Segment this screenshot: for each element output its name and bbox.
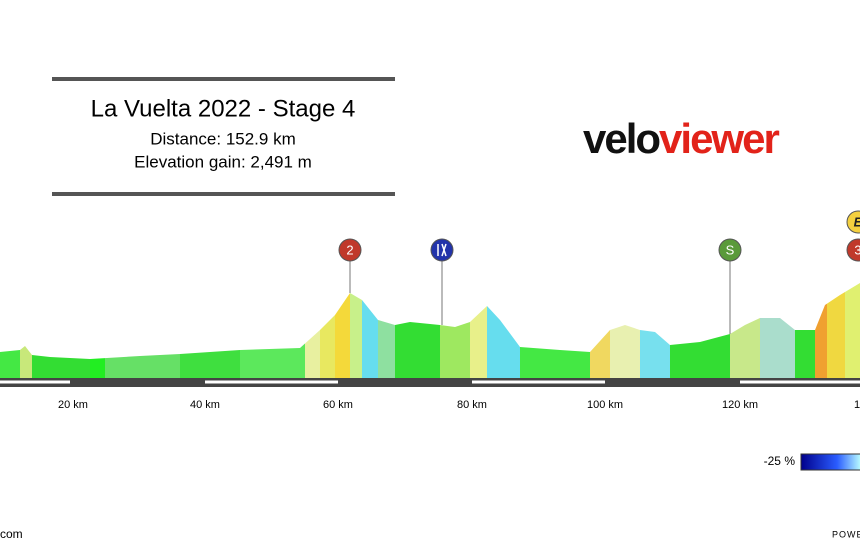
marker: E3: [846, 210, 860, 262]
x-tick-label: 1: [854, 399, 860, 411]
legend-gradient: [800, 453, 860, 471]
x-tick-label: 40 km: [190, 399, 220, 411]
logo-viewer: viewer: [659, 115, 779, 162]
footer-right: POWE: [832, 529, 860, 539]
legend-min: -25 %: [764, 454, 796, 468]
x-tick-label: 100 km: [587, 399, 623, 411]
marker: S: [718, 238, 742, 262]
profile: [0, 283, 860, 378]
marker-label: S: [726, 242, 735, 257]
elevation-gain: Elevation gain: 2,491 m: [134, 152, 312, 171]
distance: Distance: 152.9 km: [150, 129, 296, 148]
x-tick-label: 20 km: [58, 399, 88, 411]
x-tick-label: 80 km: [457, 399, 487, 411]
marker: 2: [338, 238, 362, 262]
x-axis: 20 km 40 km 60 km 80 km 100 km 120 km 1: [58, 399, 860, 411]
feed-zone-marker: [430, 238, 454, 262]
logo-velo: velo: [583, 115, 660, 162]
title: La Vuelta 2022 - Stage 4: [91, 95, 356, 122]
x-tick-label: 120 km: [722, 399, 758, 411]
marker-label: 3: [854, 242, 860, 257]
baseline: [0, 378, 860, 387]
marker-label: E: [854, 214, 860, 229]
x-tick-label: 60 km: [323, 399, 353, 411]
marker-label: 2: [346, 242, 353, 257]
marker-lines: [349, 261, 731, 334]
logo: veloviewer: [583, 115, 779, 162]
footer-left: com: [0, 527, 23, 541]
